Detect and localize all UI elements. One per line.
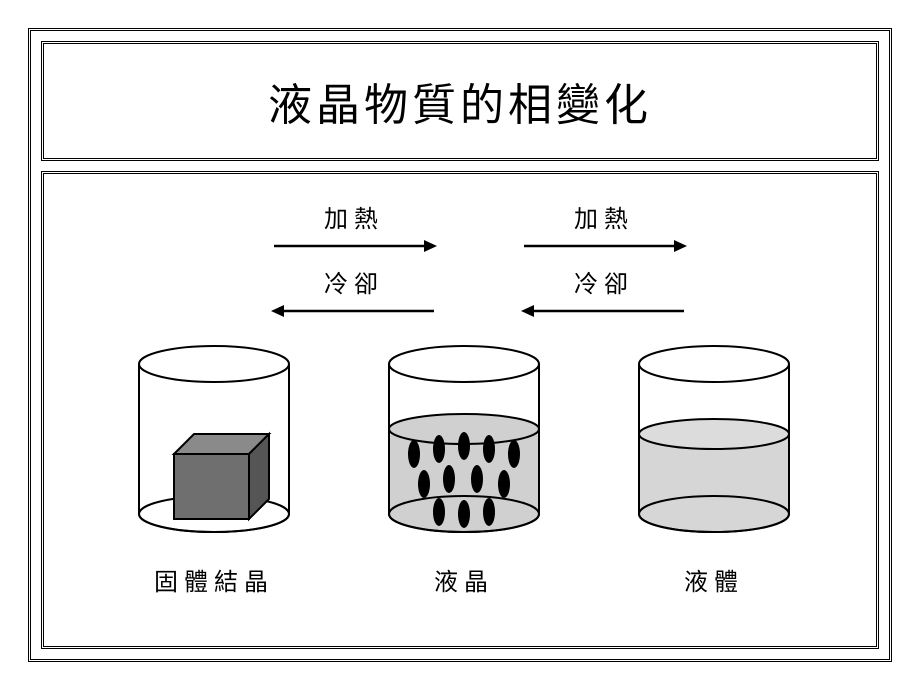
body-box: 加熱 冷卻 加熱 冷卻 (41, 171, 879, 649)
arrow-right-icon (269, 236, 439, 256)
arrow-group-left: 加熱 冷卻 (269, 199, 439, 321)
beaker-lc-icon (369, 334, 559, 544)
arrow-group-right: 加熱 冷卻 (519, 199, 689, 321)
title-box: 液晶物質的相變化 (41, 41, 879, 161)
arrow-left-icon (269, 301, 439, 321)
page-title: 液晶物質的相變化 (268, 69, 652, 133)
beaker-stage: 固體結晶 (44, 334, 876, 564)
cool-label-right: 冷卻 (519, 264, 689, 299)
outer-frame: 液晶物質的相變化 加熱 冷卻 加熱 冷卻 (28, 28, 892, 662)
heat-label-left: 加熱 (269, 199, 439, 234)
beaker-liquid-icon (619, 334, 809, 544)
beaker-solid-icon (119, 334, 309, 544)
cool-label-left: 冷卻 (269, 264, 439, 299)
beaker-solid: 固體結晶 (114, 334, 314, 597)
phase-label-lc: 液晶 (364, 562, 564, 597)
phase-label-liquid: 液體 (614, 562, 814, 597)
phase-label-solid: 固體結晶 (114, 562, 314, 597)
heat-label-right: 加熱 (519, 199, 689, 234)
arrow-right-icon (519, 236, 689, 256)
arrow-left-icon (519, 301, 689, 321)
beaker-liquid-crystal: 液晶 (364, 334, 564, 597)
beaker-liquid: 液體 (614, 334, 814, 597)
cube-icon (174, 434, 269, 519)
